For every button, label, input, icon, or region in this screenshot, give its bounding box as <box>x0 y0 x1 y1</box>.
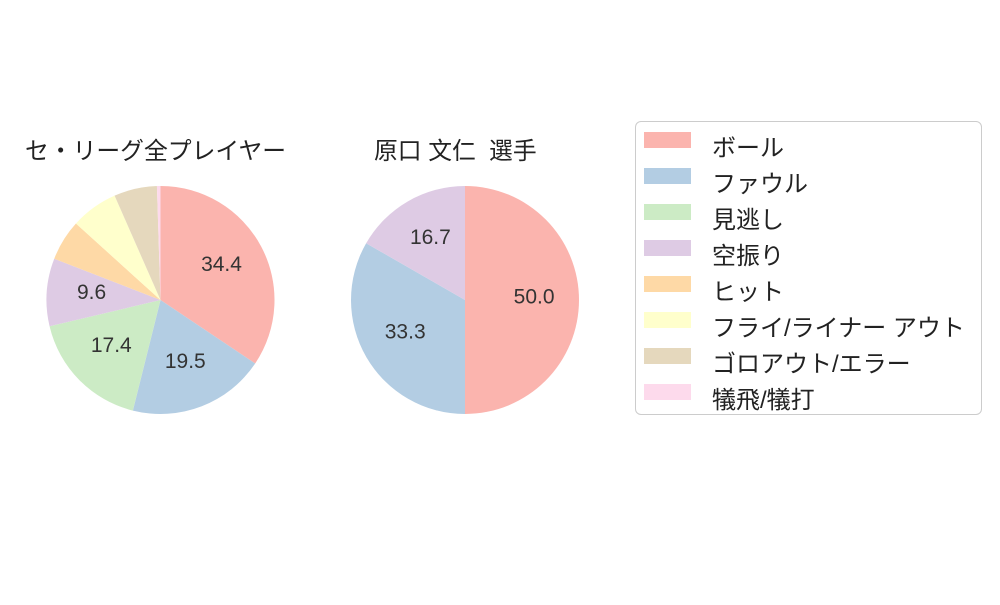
svg-text:34.4: 34.4 <box>201 253 242 276</box>
svg-text:33.3: 33.3 <box>385 320 426 343</box>
svg-text:19.5: 19.5 <box>165 350 206 373</box>
svg-text:9.6: 9.6 <box>77 281 106 304</box>
svg-text:16.7: 16.7 <box>410 226 451 249</box>
svg-text:50.0: 50.0 <box>514 286 555 309</box>
svg-text:17.4: 17.4 <box>91 334 132 357</box>
